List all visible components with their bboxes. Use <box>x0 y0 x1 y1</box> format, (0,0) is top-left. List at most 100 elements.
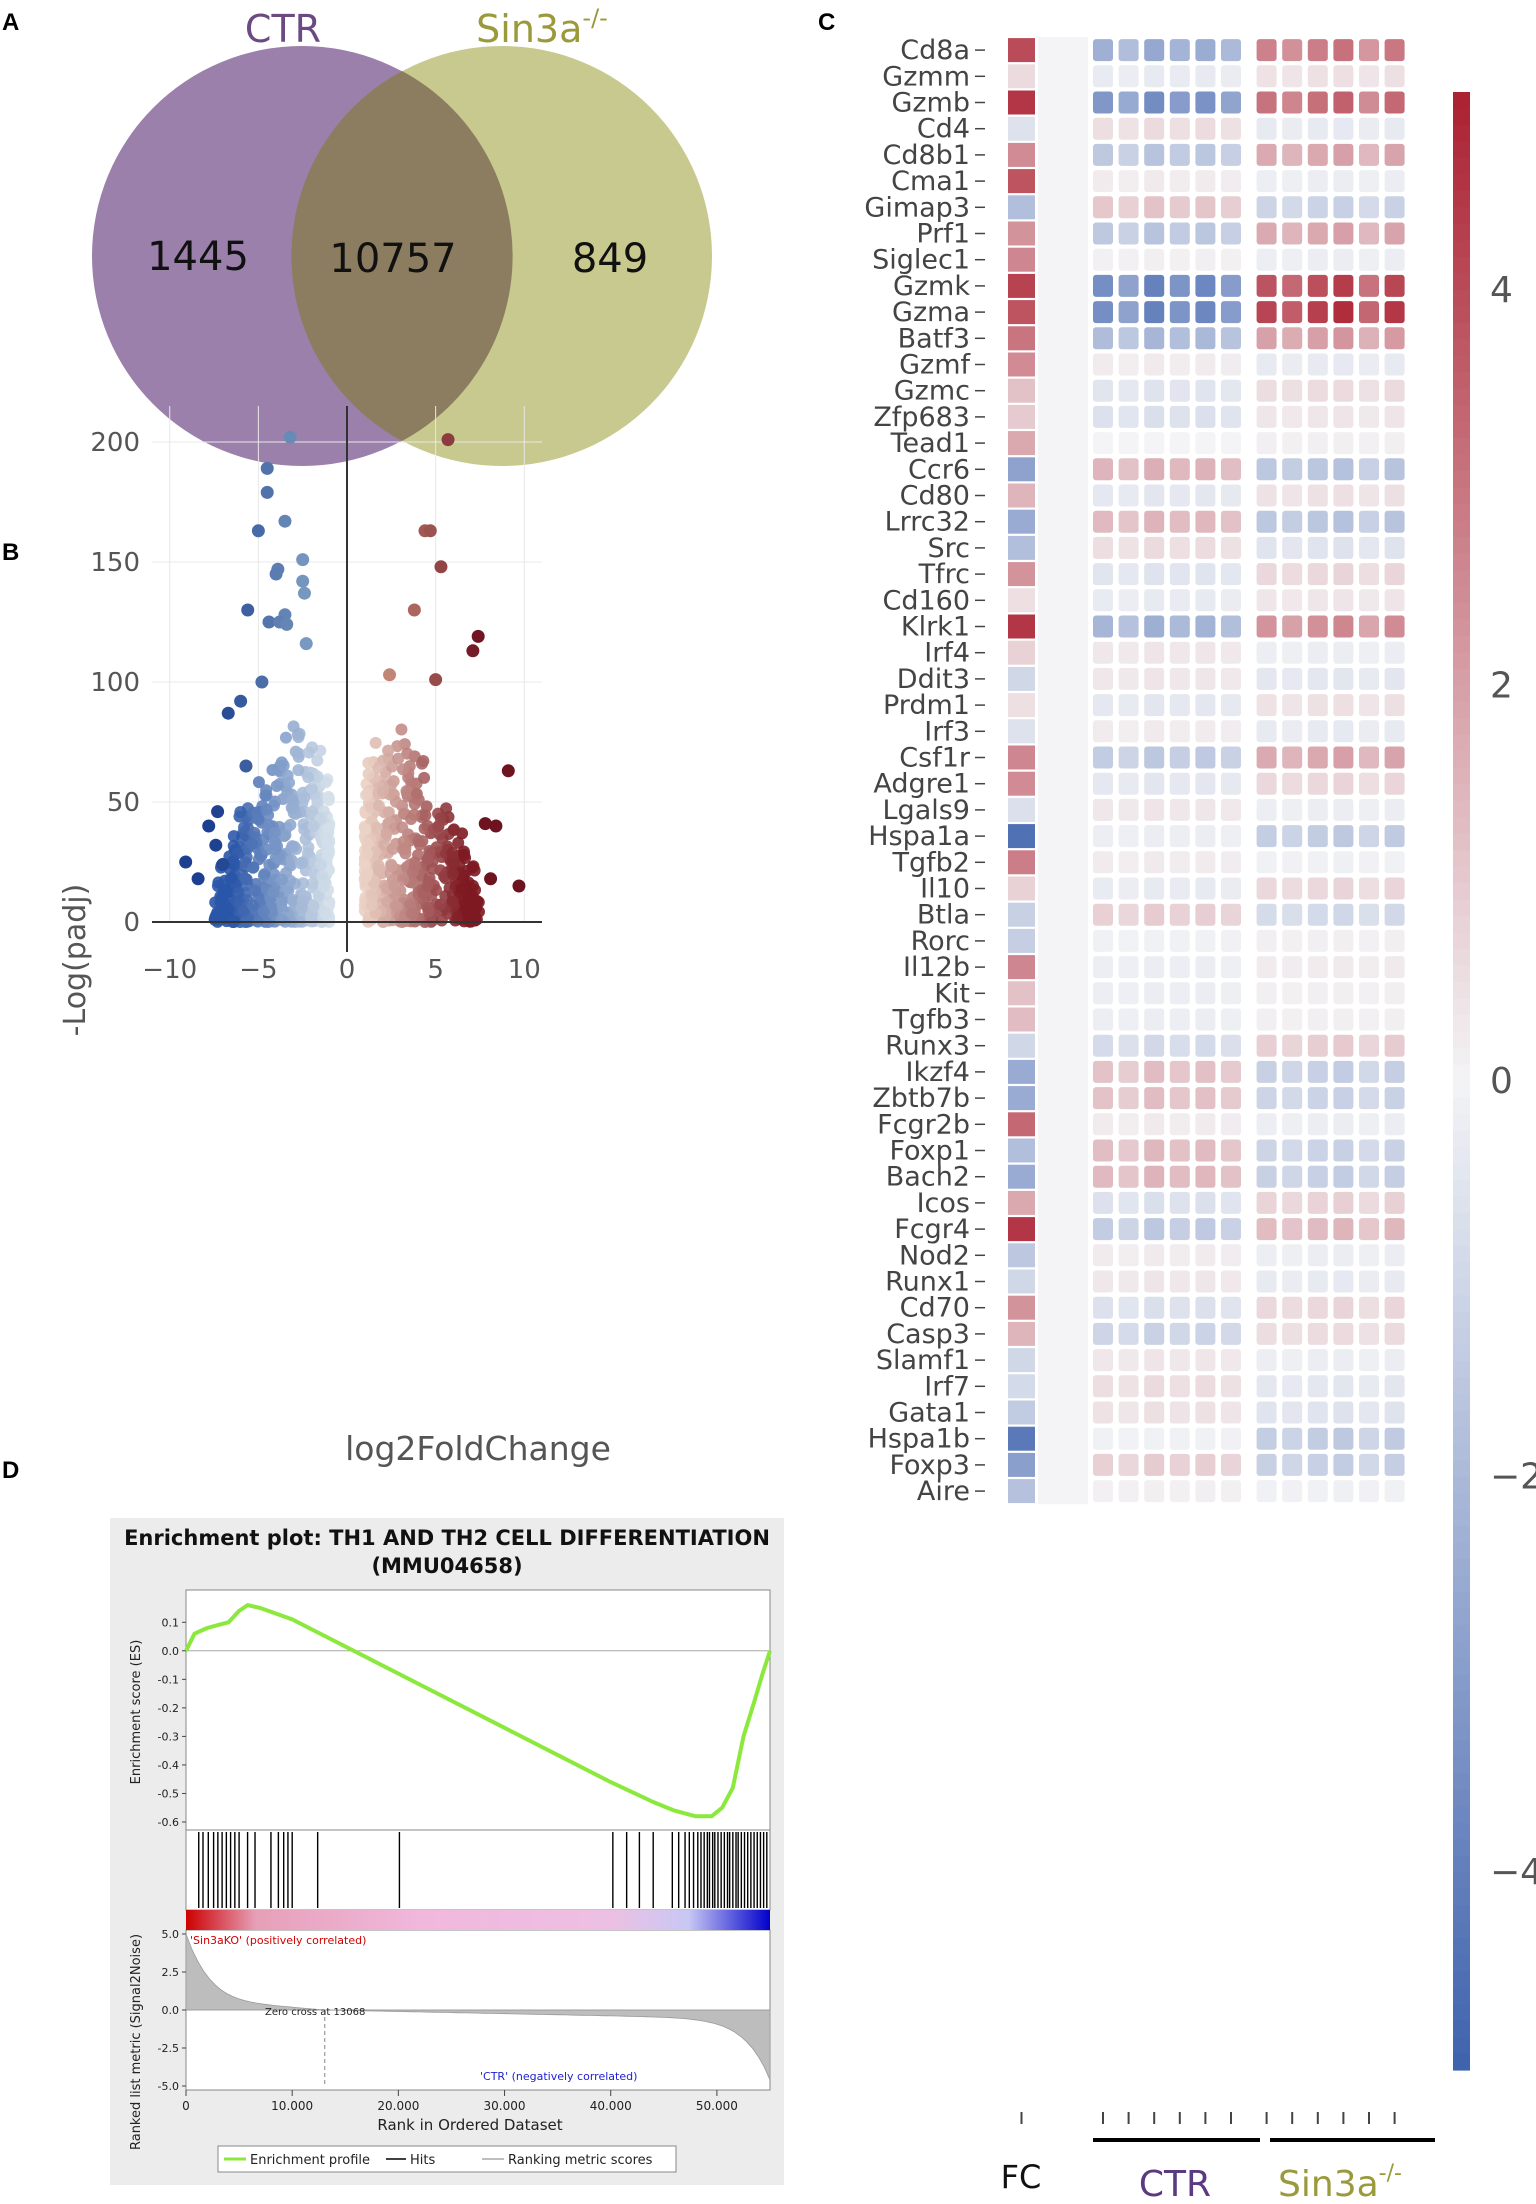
gsea-es-ytick-label: -0.1 <box>158 1673 179 1686</box>
heatmap-cell <box>1384 956 1405 979</box>
heatmap-cell <box>1282 353 1303 376</box>
colorbar-segment <box>1453 1031 1470 1049</box>
heatmap-cell <box>1359 510 1379 533</box>
heatmap-cell <box>1256 458 1277 481</box>
heatmap-cell <box>1169 274 1190 297</box>
heatmap-cell <box>1282 1401 1303 1424</box>
volcano-band-point <box>246 838 259 851</box>
heatmap-fc-cell <box>1008 797 1035 822</box>
heatmap-cell <box>1093 510 1113 533</box>
heatmap-row-label: Gzmm <box>882 61 970 92</box>
heatmap-cell <box>1333 798 1354 821</box>
heatmap-cell <box>1144 405 1165 428</box>
heatmap-cell <box>1359 1191 1379 1214</box>
volcano-band-point <box>380 827 393 840</box>
heatmap-cell <box>1256 1191 1277 1214</box>
volcano-point <box>501 764 515 778</box>
colorbar-segment <box>1453 240 1470 258</box>
heatmap-cell <box>1359 170 1379 193</box>
heatmap-cell <box>1307 91 1328 114</box>
colorbar-segment <box>1453 1509 1470 1527</box>
heatmap-cell <box>1384 667 1405 690</box>
volcano-band-point <box>260 784 273 797</box>
heatmap-cell <box>1221 1087 1241 1110</box>
volcano-band-point <box>292 764 305 777</box>
heatmap-cell <box>1359 877 1379 900</box>
heatmap-cell <box>1333 222 1354 245</box>
heatmap-cell <box>1307 667 1328 690</box>
heatmap-row-label: Slamf1 <box>876 1345 970 1376</box>
heatmap-cell <box>1093 353 1113 376</box>
heatmap-cell <box>1093 379 1113 402</box>
heatmap-fc-cell <box>1008 535 1035 560</box>
volcano-x-label: log2FoldChange <box>345 1429 611 1468</box>
heatmap-cell <box>1282 798 1303 821</box>
heatmap-fc-cell <box>1008 928 1035 953</box>
heatmap-cell <box>1169 39 1190 62</box>
heatmap-cell <box>1256 641 1277 664</box>
colorbar-segment <box>1453 982 1470 1000</box>
heatmap-cell <box>1359 746 1379 769</box>
heatmap-cell <box>1256 615 1277 638</box>
heatmap-cell <box>1384 1113 1405 1136</box>
volcano-band-point <box>267 886 280 899</box>
heatmap-cell <box>1256 1113 1277 1136</box>
heatmap-cell <box>1307 1375 1328 1398</box>
heatmap-cell <box>1144 301 1165 324</box>
heatmap-cell <box>1282 1139 1303 1162</box>
heatmap-cell <box>1333 170 1354 193</box>
volcano-x-tick: 10 <box>508 955 541 985</box>
heatmap-cell <box>1256 1480 1277 1503</box>
heatmap-cell <box>1282 1218 1303 1241</box>
heatmap-cell <box>1359 694 1379 717</box>
heatmap-cell <box>1195 956 1216 979</box>
heatmap-cell <box>1333 982 1354 1005</box>
heatmap-row-label: Ikzf4 <box>906 1057 970 1088</box>
heatmap-cell <box>1195 1322 1216 1345</box>
heatmap-cell <box>1221 825 1241 848</box>
colorbar-segment <box>1453 800 1470 818</box>
volcano-band-point <box>321 837 334 850</box>
gsea-plot: Enrichment plot: TH1 AND TH2 CELL DIFFER… <box>110 1518 784 2185</box>
heatmap-fc-cell <box>1008 38 1035 63</box>
heatmap-row-label: Prdm1 <box>883 690 970 721</box>
heatmap-cell <box>1144 1218 1165 1241</box>
heatmap-cell <box>1195 1349 1216 1372</box>
heatmap-cell <box>1307 65 1328 88</box>
heatmap-cell <box>1282 589 1303 612</box>
heatmap-cell <box>1221 563 1241 586</box>
colorbar-segment <box>1453 1048 1470 1066</box>
heatmap-fc-cell <box>1008 1269 1035 1294</box>
colorbar-segment <box>1453 1575 1470 1593</box>
heatmap-cell <box>1256 196 1277 219</box>
volcano-point <box>221 706 235 720</box>
heatmap-cell <box>1282 1191 1303 1214</box>
volcano-band-point <box>419 809 432 822</box>
heatmap-cell <box>1333 1453 1354 1476</box>
heatmap-cell <box>1282 1427 1303 1450</box>
heatmap-cell <box>1359 956 1379 979</box>
heatmap-cell <box>1118 720 1139 743</box>
heatmap-cell <box>1169 432 1190 455</box>
heatmap-cell <box>1118 1218 1139 1241</box>
heatmap-cell <box>1256 248 1277 271</box>
heatmap-cell <box>1144 327 1165 350</box>
heatmap-cell <box>1307 274 1328 297</box>
heatmap-cell <box>1282 405 1303 428</box>
gsea-enrichment-profile <box>184 1603 772 1819</box>
heatmap-cell <box>1118 1165 1139 1188</box>
heatmap-cell <box>1118 877 1139 900</box>
heatmap-row-label: Cma1 <box>891 166 970 197</box>
heatmap-cell <box>1144 484 1165 507</box>
colorbar-segment <box>1453 1905 1470 1923</box>
heatmap-cell <box>1256 694 1277 717</box>
heatmap-cell <box>1307 1034 1328 1057</box>
heatmap-cell <box>1169 720 1190 743</box>
heatmap-cell <box>1118 798 1139 821</box>
heatmap-row-label: Gzma <box>892 297 970 328</box>
volcano-band-point <box>314 858 327 871</box>
heatmap-cell <box>1256 301 1277 324</box>
heatmap-cell <box>1144 1008 1165 1031</box>
heatmap-cell <box>1169 143 1190 166</box>
heatmap-cell <box>1118 1401 1139 1424</box>
